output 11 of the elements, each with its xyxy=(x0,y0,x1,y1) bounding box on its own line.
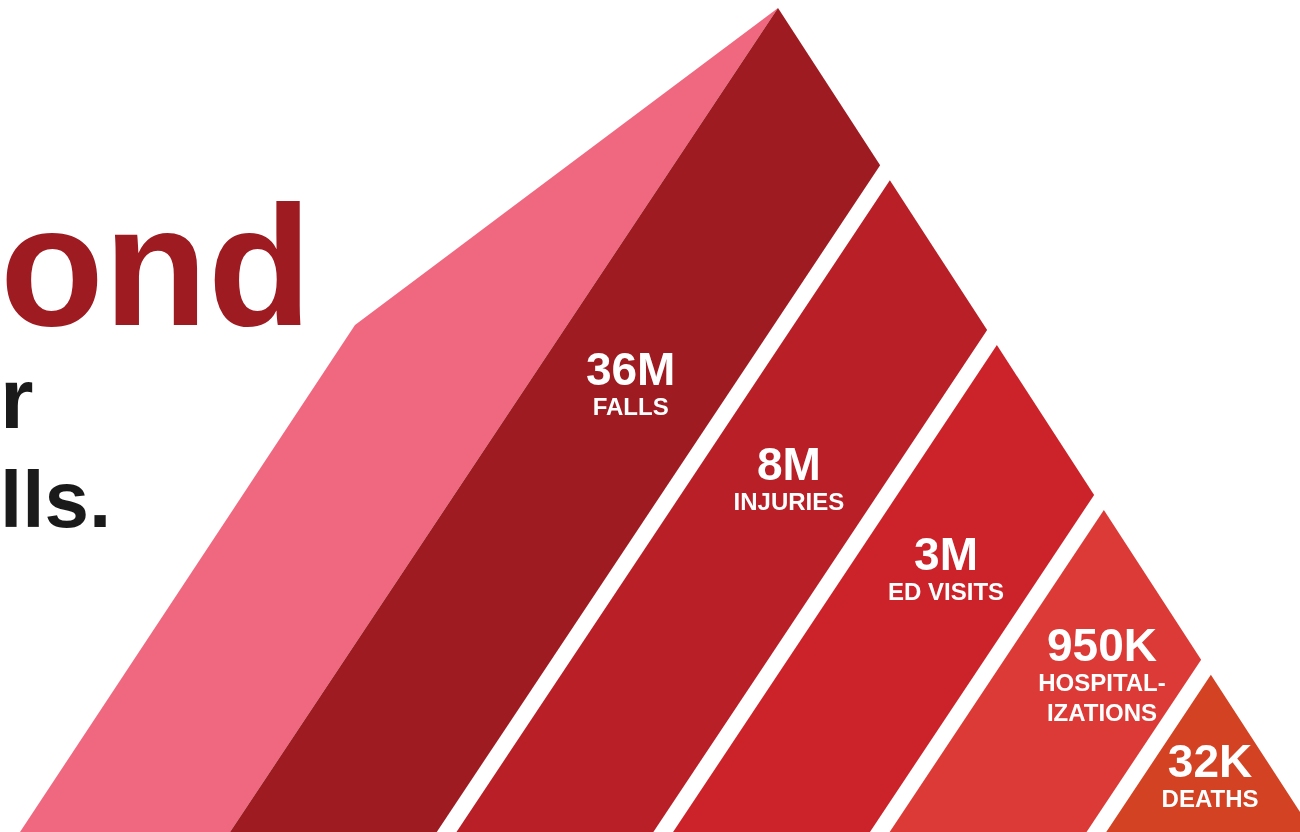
category-label: FALLS xyxy=(592,393,669,420)
category-label: INJURIES xyxy=(733,488,845,516)
data-label: 36M xyxy=(585,343,676,395)
category-label: HOSPITAL- IZATIONS xyxy=(1038,668,1166,726)
category-label: ED VISITS xyxy=(888,577,1005,605)
data-label: 3M xyxy=(914,527,979,580)
data-label: 8M xyxy=(756,438,821,491)
data-label: 32K xyxy=(1167,735,1253,787)
text: lls. xyxy=(0,455,112,544)
category-label: DEATHS xyxy=(1161,785,1259,812)
data-label: 950K xyxy=(1047,618,1157,671)
